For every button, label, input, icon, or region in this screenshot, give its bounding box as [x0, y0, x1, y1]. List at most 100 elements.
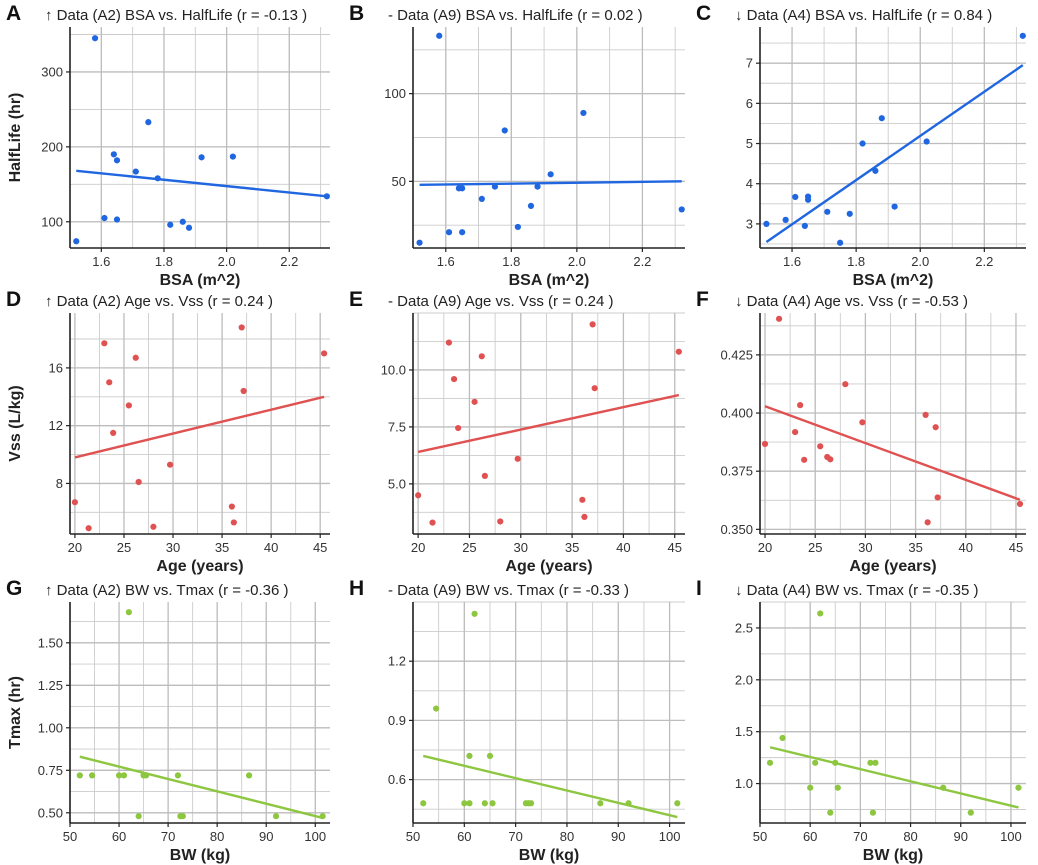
panel-e: 20 25 30 35 40 45 5.0 7.5 10.0 E - Data (A9) Age v…	[349, 288, 685, 575]
x-tick-label: 100	[304, 829, 326, 844]
data-point	[807, 784, 814, 791]
data-point	[579, 496, 586, 503]
panel-title: ↑ Data (A2) BW vs. Tmax (r = -0.36 )	[45, 582, 289, 599]
data-point	[179, 813, 186, 820]
data-point	[792, 193, 799, 201]
data-point	[527, 202, 535, 210]
data-point	[135, 478, 142, 486]
data-point	[110, 429, 117, 436]
panel-title: - Data (A9) BSA vs. HalfLife (r = 0.02 )	[388, 7, 643, 24]
panel-letter: D	[6, 288, 21, 311]
data-point	[675, 348, 682, 355]
y-tick-label: 10.0	[381, 362, 406, 377]
data-point	[501, 127, 508, 134]
panel-letter: B	[349, 2, 364, 25]
data-point	[859, 419, 866, 426]
data-point	[878, 115, 885, 122]
y-tick-label: 0.75	[38, 763, 63, 778]
data-point	[581, 513, 588, 521]
data-point	[135, 813, 142, 820]
regression-line	[422, 754, 678, 819]
data-point	[85, 525, 92, 532]
y-tick-label: 2.0	[735, 672, 753, 687]
data-point	[150, 523, 157, 530]
data-point	[321, 350, 328, 357]
x-tick-label: 100	[1000, 829, 1022, 844]
data-point	[817, 610, 824, 617]
panel-letter: I	[696, 577, 702, 600]
x-tick-label: 30	[858, 540, 872, 555]
panel-title: - Data (A9) Age vs. Vss (r = 0.24 )	[388, 293, 614, 310]
y-tick-label: 50	[392, 174, 406, 189]
panel-title: - Data (A9) BW vs. Tmax (r = -0.33 )	[388, 582, 629, 599]
data-point	[481, 800, 488, 807]
panel-g: 50 60 70 80 90 100 0.50 0.75 1.00 1.25 1.50 G ↑ Data…	[6, 577, 330, 864]
data-point	[110, 151, 117, 158]
x-tick-label: 80	[903, 829, 917, 844]
data-point	[429, 519, 436, 526]
data-point	[101, 340, 108, 347]
y-tick-label: 0.400	[720, 406, 753, 421]
x-tick-label: 2.0	[568, 254, 586, 269]
x-tick-label: 60	[803, 829, 817, 844]
y-tick-label: 7	[746, 56, 753, 71]
x-tick-label: 20	[68, 540, 82, 555]
data-point	[846, 210, 853, 217]
y-tick-label: 16	[49, 360, 63, 375]
data-point	[132, 168, 139, 175]
data-point	[73, 238, 80, 245]
data-point	[230, 519, 237, 526]
panel-b: 1.6 1.8 2.0 2.2 50 100 B - Data (A9) BSA vs. Ha…	[349, 2, 685, 289]
data-point	[71, 499, 79, 506]
data-point	[238, 324, 245, 331]
data-point	[132, 354, 139, 361]
panel-letter: A	[6, 2, 21, 25]
y-tick-label: 8	[56, 476, 63, 491]
data-point	[101, 214, 108, 222]
x-tick-label: 50	[63, 829, 77, 844]
data-point	[459, 185, 466, 192]
x-axis-label: Age (years)	[849, 558, 936, 575]
data-point	[471, 610, 478, 617]
data-point	[534, 183, 541, 190]
data-point	[812, 759, 819, 766]
y-tick-label: 0.9	[388, 713, 406, 728]
y-tick-label: 1.5	[735, 724, 753, 739]
x-tick-label: 1.8	[155, 254, 173, 269]
x-tick-label: 1.6	[783, 254, 801, 269]
data-point	[455, 424, 462, 432]
x-tick-label: 90	[954, 829, 968, 844]
data-point	[801, 222, 808, 229]
data-point	[174, 772, 182, 779]
data-point	[113, 216, 121, 223]
data-point	[891, 203, 898, 210]
y-axis-label: HalfLife (hr)	[7, 93, 24, 183]
x-tick-label: 25	[808, 540, 822, 555]
x-axis-label: BW (kg)	[863, 847, 923, 864]
data-point	[489, 800, 496, 807]
data-point	[228, 503, 235, 510]
y-tick-label: 2.5	[735, 620, 753, 635]
data-point	[797, 402, 804, 409]
data-point	[547, 171, 554, 178]
data-point	[872, 759, 879, 766]
x-tick-label: 40	[264, 540, 278, 555]
x-axis-label: BW (kg)	[519, 847, 579, 864]
data-point	[842, 381, 849, 388]
data-point	[824, 208, 831, 215]
x-tick-label: 50	[753, 829, 767, 844]
data-point	[580, 109, 587, 117]
x-tick-label: 50	[406, 829, 420, 844]
data-point	[229, 153, 236, 160]
data-point	[678, 206, 685, 213]
panel-letter: C	[696, 2, 711, 25]
y-tick-label: 200	[41, 139, 63, 154]
x-tick-label: 2.0	[911, 254, 929, 269]
regression-line	[419, 180, 682, 187]
panel-f: 20 25 30 35 40 45 0.350 0.375 0.400 0.425 F ↓ Data …	[696, 288, 1026, 575]
data-point	[514, 223, 521, 231]
panel-c: 1.6 1.8 2.0 2.2 3 4 5 6 7 C ↓ Data (A4) BSA vs. Ha…	[696, 2, 1026, 289]
data-point	[145, 119, 152, 126]
data-point	[761, 440, 769, 448]
